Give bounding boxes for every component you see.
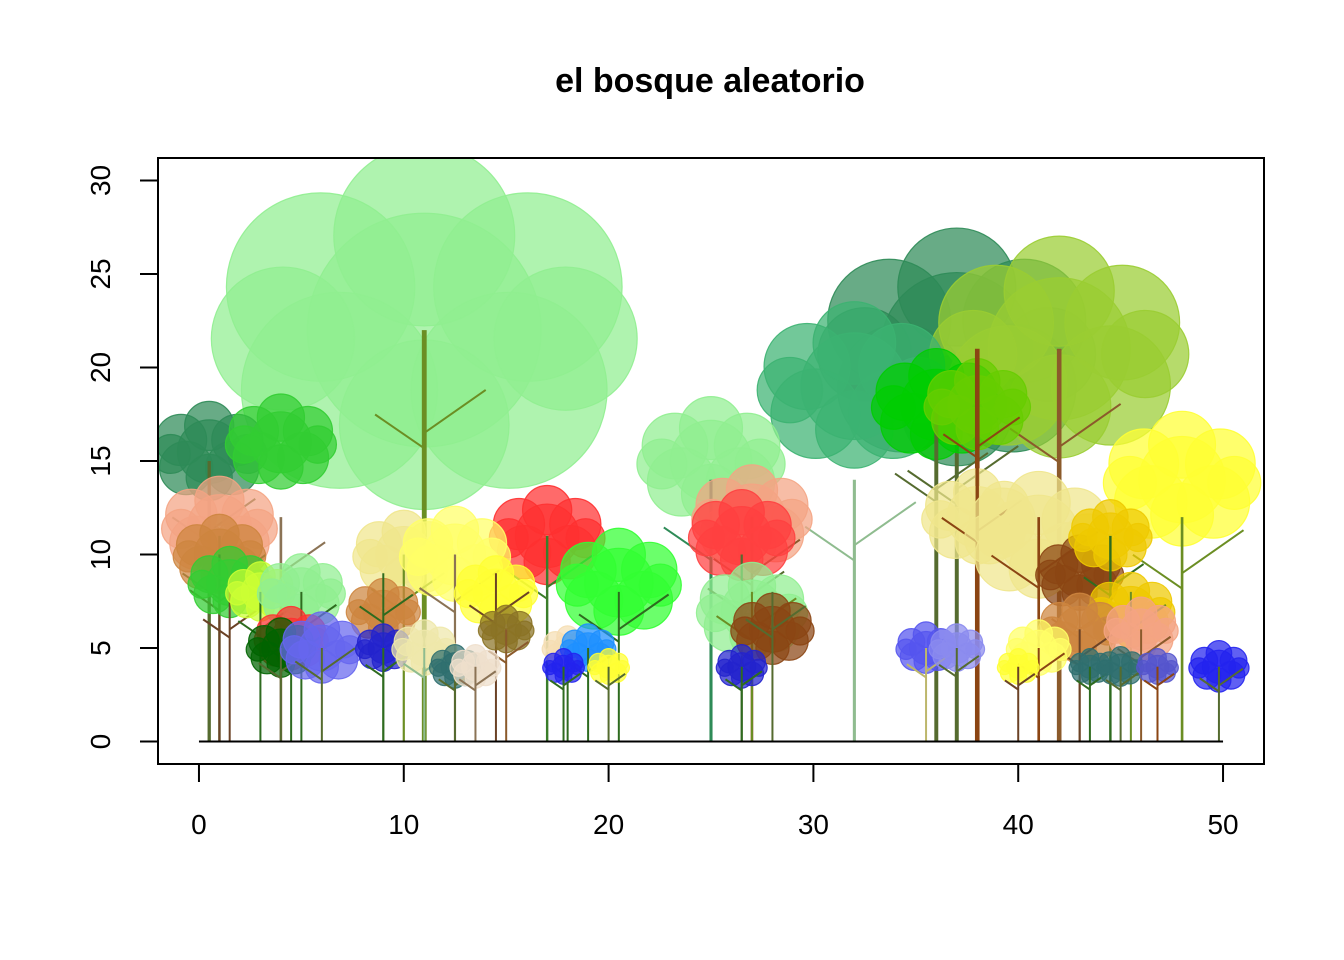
tree-16 (687, 488, 796, 742)
tree-crown (449, 644, 502, 689)
tree-7 (224, 393, 338, 742)
tree-branch (942, 433, 978, 459)
trees-layer (158, 158, 1262, 742)
tree-branch (1017, 673, 1036, 687)
tree-branch (562, 673, 581, 687)
tree-branch (202, 618, 231, 639)
tree-branch (608, 673, 626, 687)
tree-27 (730, 591, 815, 742)
tree-crown (996, 648, 1040, 685)
y-tick-label: 30 (85, 165, 116, 196)
tree-49 (996, 648, 1040, 742)
tree-53 (1188, 639, 1250, 742)
tree-branch (382, 593, 414, 617)
tree-46 (715, 644, 768, 742)
y-tick-label: 0 (85, 734, 116, 750)
y-tick-label: 25 (85, 258, 116, 289)
y-tick-label: 5 (85, 640, 116, 656)
tree-36 (279, 611, 365, 742)
tree-branch (438, 678, 456, 692)
tree-branch (1143, 679, 1159, 691)
tree-crown (1136, 648, 1179, 685)
tree-26 (453, 555, 539, 742)
tree-51 (1096, 646, 1145, 742)
tree-44 (542, 648, 585, 742)
tree-crown (1096, 646, 1145, 687)
tree-branch (990, 554, 1040, 589)
tree-crown (687, 488, 796, 582)
tree-crown (224, 393, 338, 490)
tree-branch (458, 678, 477, 692)
tree-branch (403, 662, 425, 679)
tree-branch (594, 679, 610, 691)
tree-9 (923, 348, 1032, 742)
tree-branch (294, 660, 323, 681)
tree-branch (853, 501, 917, 546)
tree-crown (1068, 648, 1112, 685)
chart-title: el bosque aleatorio (555, 62, 865, 100)
tree-branch (365, 663, 384, 678)
tree-branch (549, 679, 565, 691)
tree-14 (488, 484, 606, 742)
tree-branch (741, 670, 763, 687)
y-tick-label: 15 (85, 445, 116, 476)
tree-branch (321, 647, 356, 673)
tree-branch (906, 663, 927, 679)
tree-branch (1105, 679, 1122, 691)
tree-branch (1058, 403, 1122, 448)
tree-17 (555, 527, 682, 742)
tree-50 (1068, 648, 1112, 742)
x-tick-label: 50 (1207, 809, 1238, 840)
tree-45 (587, 648, 631, 742)
tree-branch (976, 416, 1021, 448)
tree-3 (928, 235, 1190, 742)
tree-branch (1038, 652, 1066, 673)
x-axis: 0 10 20 30 40 50 (191, 763, 1239, 840)
y-tick-label: 20 (85, 352, 116, 383)
y-tick-label: 10 (85, 539, 116, 570)
tree-branch (374, 413, 425, 450)
tree-crown (559, 623, 617, 673)
tree-branch (419, 587, 456, 614)
tree-branch (423, 389, 487, 434)
tree-branch (938, 663, 958, 678)
tree-crown (279, 611, 365, 684)
x-tick-label: 10 (388, 809, 419, 840)
x-tick-label: 20 (593, 809, 624, 840)
tree-branch (258, 662, 282, 680)
tree-branch (1181, 529, 1245, 575)
x-tick-label: 0 (191, 809, 207, 840)
tree-52 (1136, 648, 1179, 742)
tree-crown (477, 604, 535, 654)
tree-41 (449, 644, 502, 742)
tree-branch (1004, 679, 1019, 691)
tree-branch (618, 593, 670, 631)
x-tick-label: 30 (798, 809, 829, 840)
tree-branch (1199, 677, 1220, 693)
tree-branch (505, 641, 529, 659)
tree-branch (745, 618, 774, 639)
tree-branch (804, 525, 855, 562)
tree-branch (1218, 667, 1244, 687)
tree-branch (771, 605, 807, 631)
tree-crown (555, 527, 682, 636)
tree-branch (1076, 679, 1091, 691)
tree-13 (172, 513, 267, 742)
tree-branch (956, 655, 980, 673)
tree-48 (928, 623, 986, 742)
y-axis: 0 5 10 15 20 25 30 (85, 165, 159, 750)
tree-branch (724, 678, 743, 692)
tree-branch (1156, 673, 1175, 687)
tree-39 (477, 604, 535, 742)
tree-43 (559, 623, 617, 742)
tree-branch (474, 670, 497, 687)
tree-branch (1120, 671, 1140, 687)
tree-crown (928, 623, 986, 673)
tree-branch (359, 605, 384, 624)
x-tick-label: 40 (1003, 809, 1034, 840)
